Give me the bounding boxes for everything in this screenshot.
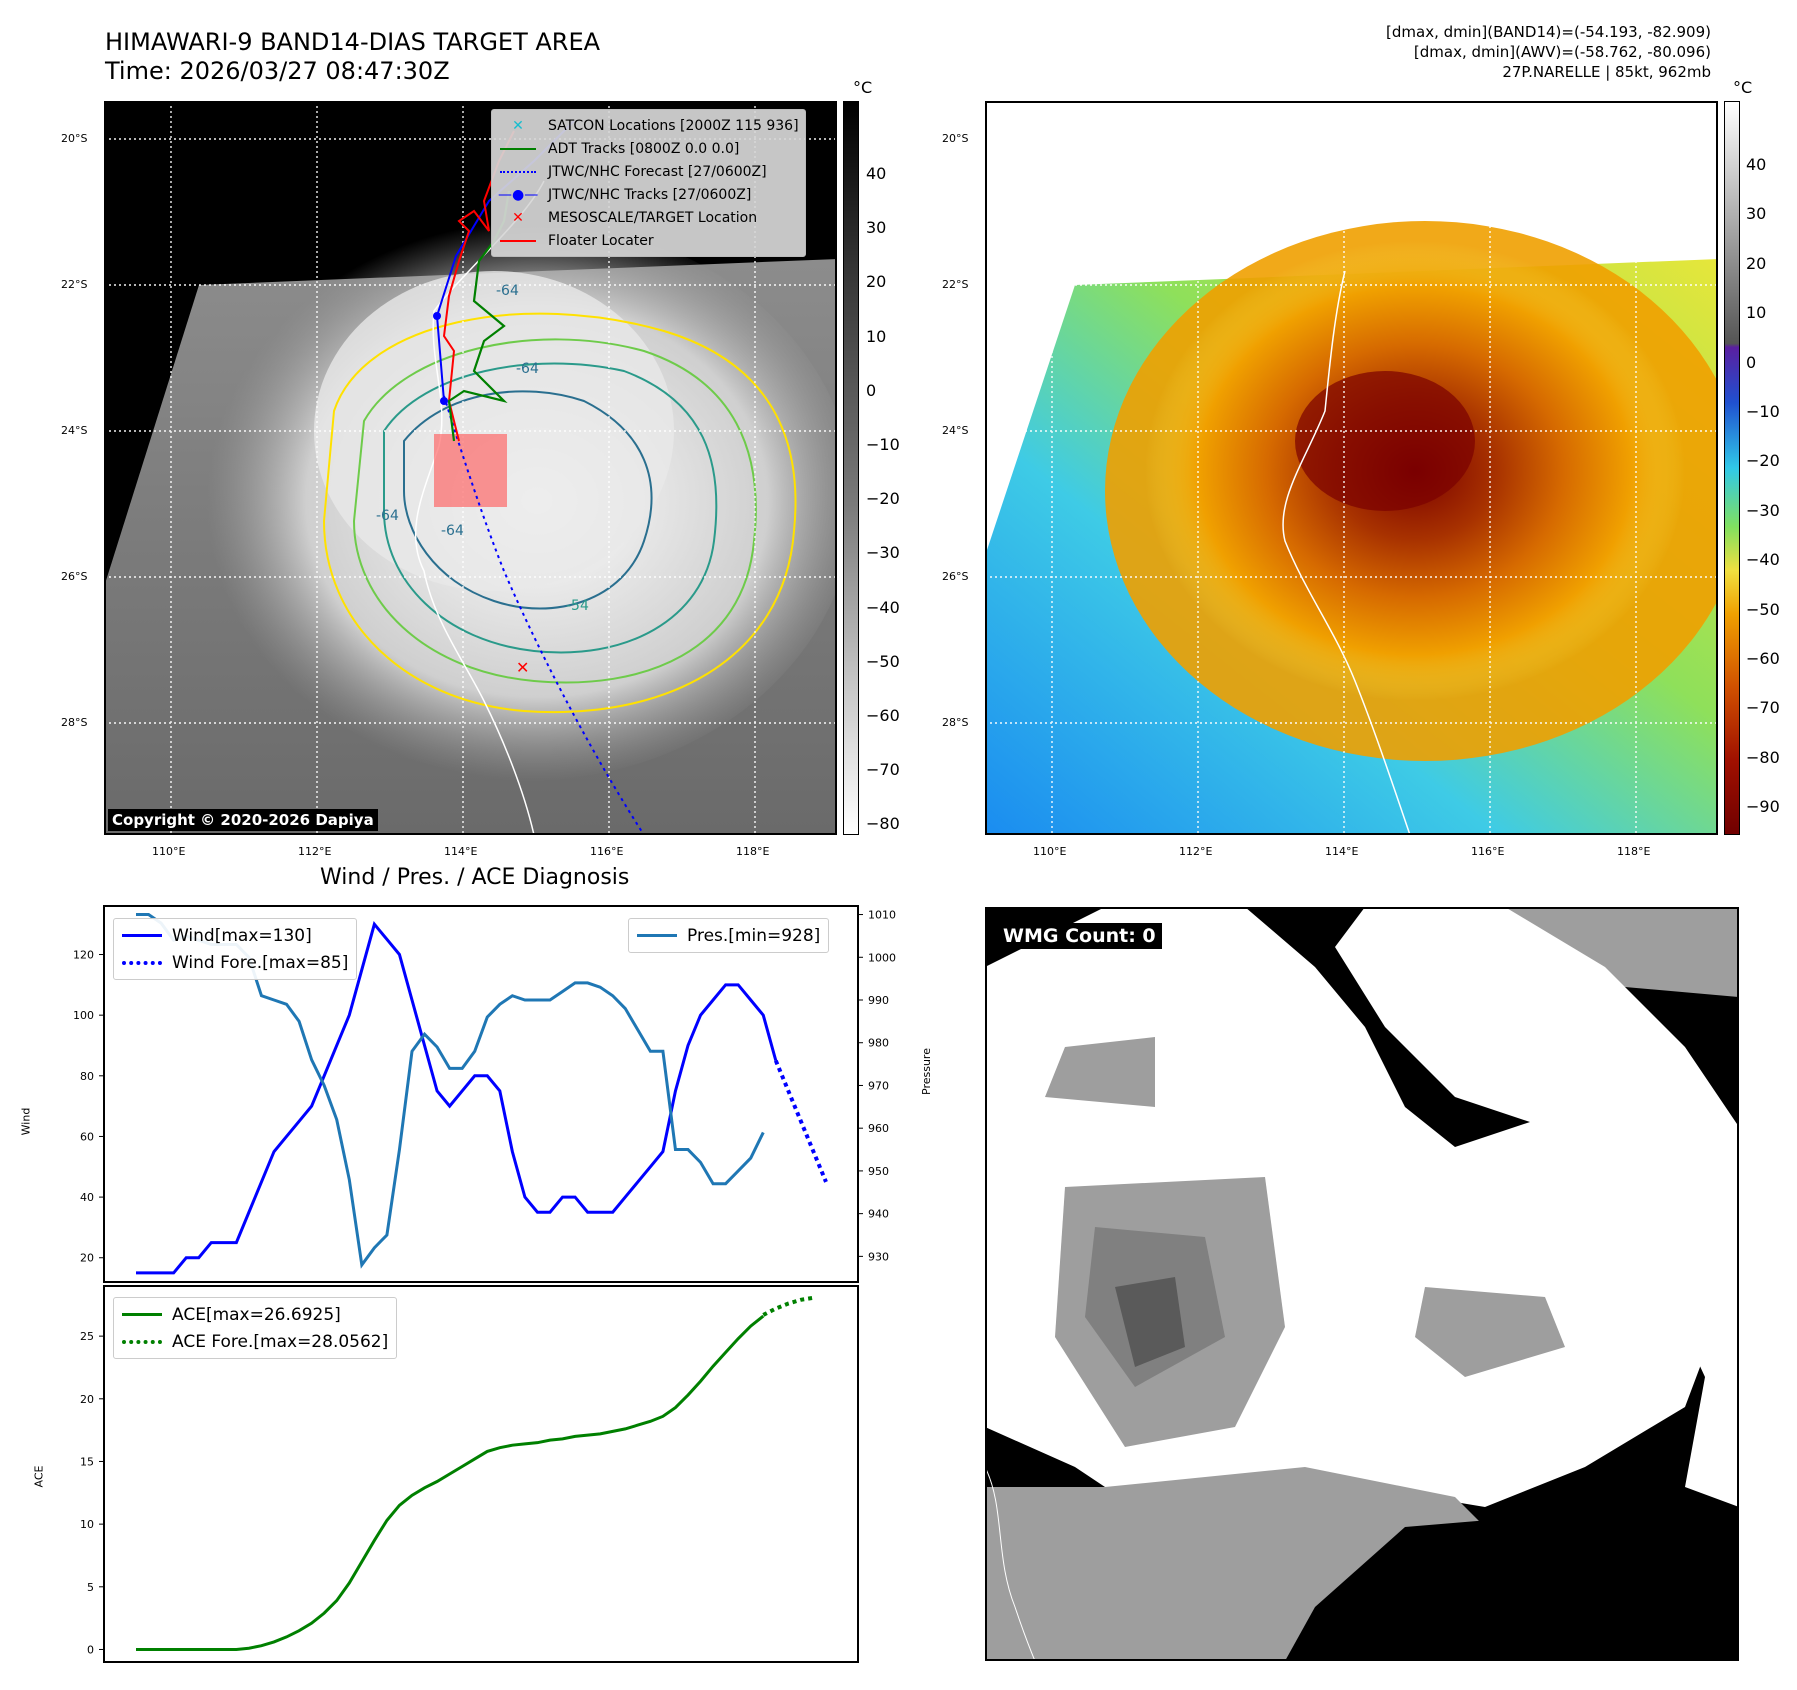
info-line-band14: [dmax, dmin](BAND14)=(-54.193, -82.909) — [1386, 23, 1711, 41]
legend-item-pres: Pres.[min=928] — [637, 922, 820, 949]
info-line-awv: [dmax, dmin](AWV)=(-58.762, -80.096) — [1413, 43, 1711, 61]
y-tick-label: 20 — [80, 1252, 94, 1265]
lat-label: 28°S — [942, 716, 969, 729]
colorbar-color — [1724, 101, 1740, 835]
y-tick-label: 40 — [80, 1191, 94, 1204]
info-line-storm: 27P.NARELLE | 85kt, 962mb — [1502, 63, 1711, 81]
y-right-tick-label: 940 — [868, 1208, 889, 1221]
ir-map-image: ✕ — [106, 103, 835, 833]
lat-label: 24°S — [61, 424, 88, 437]
colorbar-gray-unit: °C — [853, 78, 873, 97]
pressure-axis-label: Pressure — [920, 1048, 933, 1095]
lat-label: 22°S — [61, 278, 88, 291]
color-ir-map-panel[interactable] — [985, 101, 1718, 835]
contour-label: -64 — [376, 508, 399, 524]
series-wind-line — [136, 921, 778, 1275]
colorbar-color-ticks: 40 30 20 10 0 −10 −20 −30 −40 −50 −60 −7… — [1746, 155, 1780, 817]
lon-label: 112°E — [298, 845, 332, 858]
colorbar-color-unit: °C — [1733, 78, 1753, 97]
svg-text:✕: ✕ — [516, 658, 529, 677]
legend-item-adt: ADT Tracks [0800Z 0.0 0.0] — [498, 137, 799, 160]
legend-item-forecast: JTWC/NHC Forecast [27/0600Z] — [498, 160, 799, 183]
legend-item-jtwc-tracks: —●— JTWC/NHC Tracks [27/0600Z] — [498, 186, 752, 203]
y-tick-label: 15 — [80, 1455, 94, 1468]
lon-label: 118°E — [1617, 845, 1651, 858]
y-right-tick-label: 950 — [868, 1165, 889, 1178]
y-tick-label: 120 — [73, 949, 94, 962]
color-ir-map-image — [987, 103, 1716, 833]
lat-label: 20°S — [942, 132, 969, 145]
wind-axis-label: Wind — [19, 1107, 33, 1136]
legend-item-mesoscale: ✕ MESOSCALE/TARGET Location — [498, 206, 799, 229]
y-right-tick-label: 1000 — [868, 951, 896, 964]
legend-item-floater: Floater Locater — [498, 229, 799, 252]
ace-legend: ACE[max=26.6925] ACE Fore.[max=28.0562] — [113, 1297, 398, 1359]
y-tick-label: 10 — [80, 1518, 94, 1531]
legend-item-ace-fore: ACE Fore.[max=28.0562] — [122, 1328, 388, 1355]
legend-item-ace: ACE[max=26.6925] — [122, 1301, 388, 1328]
satcon-marker-icon: ✕ — [512, 117, 524, 134]
lon-label: 114°E — [444, 845, 478, 858]
wmg-count-label: WMG Count: 0 — [997, 923, 1162, 949]
y-right-tick-label: 1010 — [868, 909, 896, 922]
map-legend: ✕ SATCON Locations [2000Z 115 936] ADT Tr… — [491, 109, 806, 257]
wmg-panel[interactable]: WMG Count: 0 — [985, 907, 1739, 1661]
contour-label: -54 — [566, 598, 589, 614]
series-ace-forecast-line — [762, 1295, 814, 1317]
ace-axis-label: ACE — [32, 1465, 46, 1488]
y-tick-label: 60 — [80, 1130, 94, 1143]
legend-item-wind-fore: Wind Fore.[max=85] — [122, 949, 348, 976]
lat-label: 20°S — [61, 132, 88, 145]
wind-legend: Wind[max=130] Wind Fore.[max=85] — [113, 918, 358, 980]
figure-title: HIMAWARI-9 BAND14-DIAS TARGET AREA — [105, 28, 601, 56]
lon-label: 114°E — [1325, 845, 1359, 858]
y-right-tick-label: 930 — [868, 1250, 889, 1263]
plot-frame — [103, 905, 859, 1283]
wmg-image — [987, 909, 1737, 1659]
series-ace-line — [136, 1314, 765, 1651]
plot-frame — [103, 1285, 859, 1663]
y-right-tick-label: 990 — [868, 994, 889, 1007]
colorbar-gray-ticks: 40 30 20 10 0 −10 −20 −30 −40 −50 −60 −7… — [866, 164, 900, 834]
lat-label: 22°S — [942, 278, 969, 291]
copyright-label: Copyright © 2020-2026 Dapiya — [108, 809, 378, 831]
lon-label: 118°E — [736, 845, 770, 858]
y-tick-label: 0 — [87, 1643, 94, 1656]
y-tick-label: 5 — [87, 1581, 94, 1594]
y-tick-label: 20 — [80, 1393, 94, 1406]
lat-label: 26°S — [942, 570, 969, 583]
legend-item-satcon: ✕ SATCON Locations [2000Z 115 936] — [498, 114, 798, 137]
lon-label: 110°E — [152, 845, 186, 858]
diagnosis-title: Wind / Pres. / ACE Diagnosis — [320, 865, 630, 890]
lat-label: 28°S — [61, 716, 88, 729]
lon-label: 110°E — [1033, 845, 1067, 858]
info-block: [dmax, dmin](BAND14)=(-54.193, -82.909) … — [1386, 22, 1711, 82]
ace-chart: 0 5 10 15 20 25 — [80, 1285, 859, 1663]
y-right-tick-label: 980 — [868, 1037, 889, 1050]
y-tick-label: 25 — [80, 1330, 94, 1343]
legend-item-wind: Wind[max=130] — [122, 922, 348, 949]
mesoscale-marker-icon: ✕ — [512, 209, 524, 226]
figure-time: Time: 2026/03/27 08:47:30Z — [105, 57, 450, 85]
y-right-tick-label: 960 — [868, 1122, 889, 1135]
y-tick-label: 80 — [80, 1070, 94, 1083]
contour-label: -64 — [441, 523, 464, 539]
pressure-legend: Pres.[min=928] — [628, 918, 830, 953]
lat-label: 24°S — [942, 424, 969, 437]
contour-label: -64 — [516, 361, 539, 377]
series-wind-forecast-line — [773, 1059, 828, 1183]
y-tick-label: 100 — [73, 1009, 94, 1022]
lon-label: 116°E — [1471, 845, 1505, 858]
contour-label: -64 — [496, 283, 519, 299]
lon-label: 112°E — [1179, 845, 1213, 858]
y-right-tick-label: 970 — [868, 1079, 889, 1092]
colorbar-gray — [843, 101, 859, 835]
ir-map-panel[interactable]: ✕ -64 -64 -64 -64 -54 ✕ SATCON Locations … — [104, 101, 837, 835]
lon-label: 116°E — [590, 845, 624, 858]
lat-label: 26°S — [61, 570, 88, 583]
